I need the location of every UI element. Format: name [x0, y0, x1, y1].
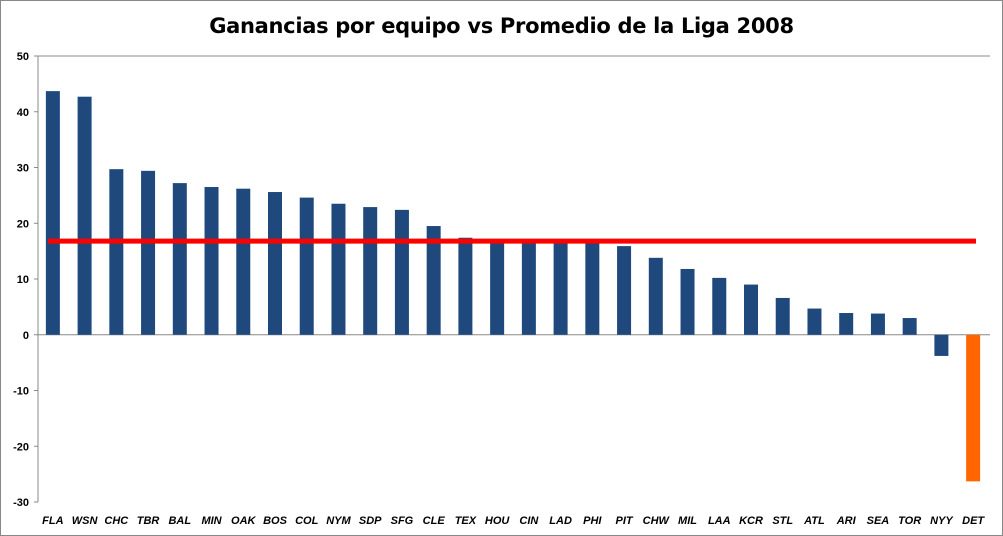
bar-tor: [902, 318, 917, 335]
x-tick-label: PHI: [583, 515, 602, 527]
bar-stl: [775, 297, 790, 335]
bar-nym: [331, 203, 346, 335]
x-tick-label: LAA: [708, 515, 731, 527]
bar-tex: [458, 237, 473, 335]
x-tick-label: KCR: [739, 515, 763, 527]
x-tick-label: ATL: [803, 515, 825, 527]
y-tick-label: 20: [17, 218, 29, 230]
bar-sdp: [363, 207, 378, 335]
bar-mil: [680, 268, 695, 335]
bar-pit: [617, 246, 632, 335]
y-tick-label: -20: [13, 441, 29, 453]
x-tick-label: CHW: [643, 515, 671, 527]
x-tick-label: MIN: [201, 515, 222, 527]
x-tick-label: BAL: [168, 515, 191, 527]
bar-phi: [585, 241, 600, 335]
x-tick-label: SFG: [391, 515, 414, 527]
x-tick-label: FLA: [42, 515, 63, 527]
x-tick-label: PIT: [616, 515, 634, 527]
x-tick-label: OAK: [231, 515, 257, 527]
bar-bal: [172, 183, 187, 335]
x-tick-label: HOU: [485, 515, 511, 527]
bar-bos: [268, 192, 282, 335]
bar-min: [204, 187, 219, 335]
bar-hou: [490, 241, 505, 335]
bar-lad: [553, 241, 568, 335]
x-tick-label: CHC: [104, 515, 129, 527]
bar-atl: [807, 308, 822, 335]
x-tick-label: SDP: [359, 515, 382, 527]
x-tick-label: WSN: [72, 515, 99, 527]
bar-det: [966, 334, 981, 482]
x-tick-label: NYY: [930, 515, 954, 527]
y-tick-label: -30: [13, 497, 29, 509]
bar-cle: [426, 226, 441, 335]
bar-nyy: [934, 334, 949, 356]
bar-sfg: [394, 209, 409, 335]
x-tick-label: STL: [772, 515, 793, 527]
x-tick-label: MIL: [678, 515, 697, 527]
chart-title: Ganancias por equipo vs Promedio de la L…: [209, 14, 794, 38]
bar-tbr: [141, 170, 156, 335]
x-tick-label: BOS: [263, 515, 288, 527]
y-tick-label: 0: [23, 330, 29, 342]
x-tick-label: SEA: [867, 515, 890, 527]
y-tick-label: 10: [17, 274, 29, 286]
bar-chc: [109, 169, 124, 335]
bar-oak: [236, 188, 251, 335]
bar-sea: [870, 313, 885, 335]
y-tick-label: 50: [17, 51, 29, 63]
bar-col: [299, 197, 314, 335]
x-tick-label: TEX: [455, 515, 477, 527]
bar-wsn: [77, 96, 92, 335]
bar-kcr: [744, 284, 758, 335]
bar-laa: [712, 277, 727, 335]
x-tick-label: DET: [962, 515, 985, 527]
bar-ari: [839, 313, 854, 335]
x-tick-label: CIN: [519, 515, 539, 527]
bar-chw: [648, 257, 663, 335]
x-tick-label: CLE: [423, 515, 446, 527]
x-tick-label: NYM: [326, 515, 351, 527]
x-tick-label: COL: [295, 515, 319, 527]
bar-fla: [45, 91, 60, 335]
y-tick-label: 40: [17, 107, 29, 119]
x-tick-label: LAD: [549, 515, 572, 527]
x-tick-label: TOR: [898, 515, 921, 527]
y-tick-label: 30: [17, 163, 29, 175]
x-tick-label: TBR: [137, 515, 160, 527]
bar-cin: [521, 241, 536, 335]
x-tick-label: ARI: [836, 515, 857, 527]
y-tick-label: -10: [13, 386, 29, 398]
